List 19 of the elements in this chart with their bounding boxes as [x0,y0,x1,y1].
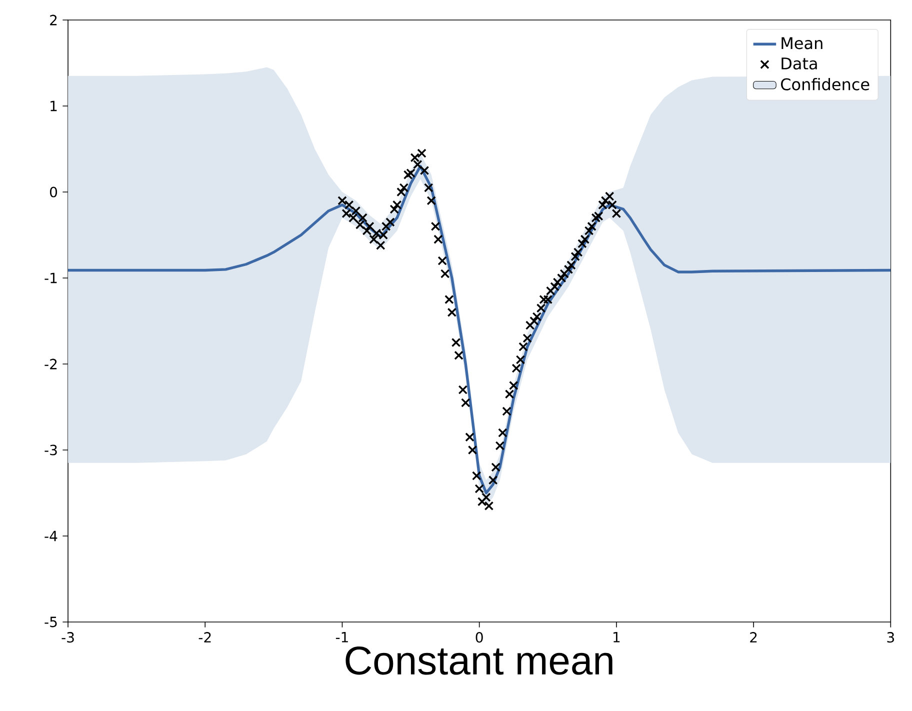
x-tick-label: 0 [476,632,483,642]
x-axis-title: Constant mean [346,646,612,675]
y-tick-label: 2 [50,14,57,26]
y-tick-label: -2 [44,358,57,370]
x-tick-label: -3 [62,632,74,642]
y-tick-label: 0 [50,186,58,198]
x-tick-label: -2 [198,632,211,642]
x-tick-label: 3 [887,632,894,642]
legend-label: Data [782,57,817,70]
legend-label: Mean [782,37,822,50]
x-tick-label: -1 [336,632,348,642]
x-tick-label: 1 [614,632,620,642]
legend-label: Confidence [780,78,870,90]
y-tick-label: -1 [44,272,57,283]
y-tick-label: -4 [44,530,58,541]
y-tick-label: -3 [44,444,57,456]
x-tick-label: 2 [750,632,757,642]
y-tick-label: 1 [50,100,57,111]
y-tick-label: -5 [44,616,57,628]
